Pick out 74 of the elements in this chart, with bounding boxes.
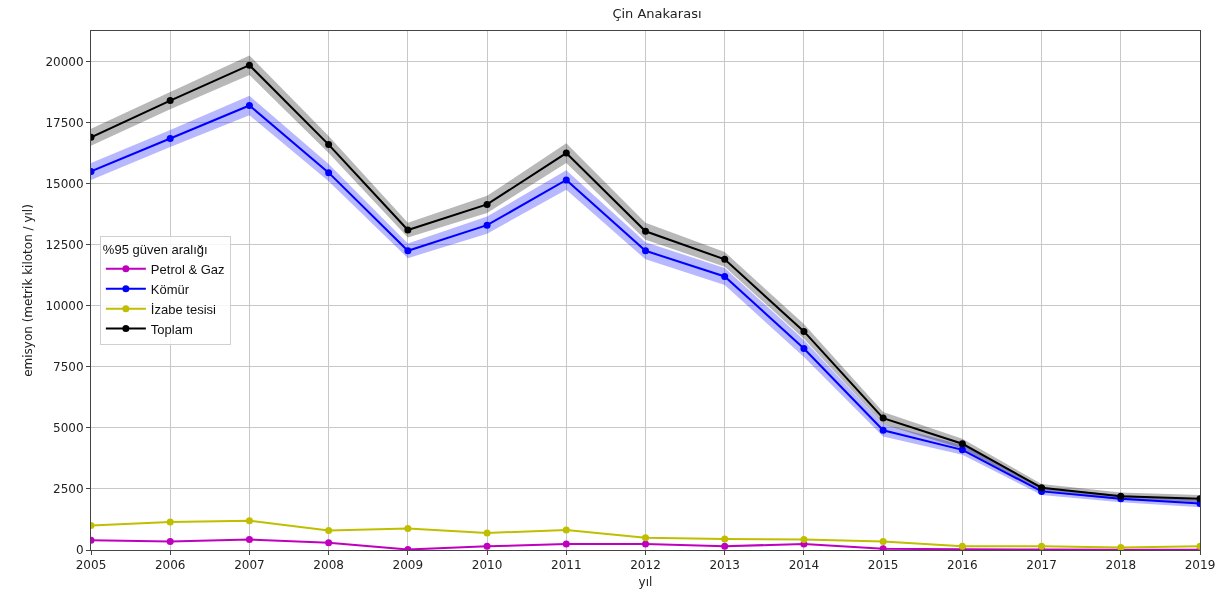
point bbox=[483, 529, 491, 537]
point bbox=[562, 540, 570, 548]
point bbox=[166, 134, 174, 142]
point bbox=[721, 535, 729, 543]
line-series bbox=[91, 536, 1200, 550]
point bbox=[325, 169, 333, 177]
y-tick-label: 2500 bbox=[53, 482, 84, 497]
y-tick-label: 10000 bbox=[45, 298, 84, 313]
point bbox=[483, 200, 491, 208]
chart-title: Çin Anakarası bbox=[612, 6, 702, 22]
x-tick-label: 2008 bbox=[313, 558, 344, 573]
x-tick-label: 2019 bbox=[1184, 558, 1216, 573]
point bbox=[325, 141, 333, 149]
point bbox=[721, 542, 729, 550]
point bbox=[642, 534, 649, 542]
point bbox=[879, 426, 887, 434]
x-tick-label: 2015 bbox=[867, 558, 899, 573]
y-tick-label: 0 bbox=[75, 543, 84, 558]
point bbox=[800, 345, 808, 353]
point bbox=[483, 221, 491, 229]
x-tick-label: 2017 bbox=[1026, 558, 1057, 573]
point bbox=[166, 518, 174, 526]
point bbox=[245, 101, 253, 109]
point bbox=[1038, 542, 1046, 550]
x-tick-label: 2009 bbox=[392, 558, 424, 573]
x-tick-label: 2011 bbox=[551, 558, 582, 573]
legend-label: Kömür bbox=[150, 281, 190, 297]
x-tick-label: 2012 bbox=[630, 558, 661, 573]
point bbox=[404, 226, 412, 234]
point bbox=[166, 97, 174, 105]
x-tick-label: 2016 bbox=[947, 558, 978, 573]
legend-title: %95 güven aralığı bbox=[102, 241, 208, 257]
y-tick-label: 12500 bbox=[45, 237, 84, 252]
x-tick-label: 2007 bbox=[234, 558, 265, 573]
y-tick-label: 20000 bbox=[45, 54, 84, 69]
point bbox=[562, 526, 570, 534]
point bbox=[721, 272, 729, 280]
point bbox=[483, 542, 491, 550]
legend-label: Petrol & Gaz bbox=[150, 261, 225, 277]
point bbox=[800, 327, 808, 335]
y-tick-label: 5000 bbox=[53, 421, 84, 436]
point bbox=[958, 440, 966, 448]
point bbox=[642, 247, 649, 255]
point bbox=[404, 525, 412, 533]
x-axis-title: yıl bbox=[638, 575, 653, 590]
point bbox=[642, 227, 649, 235]
y-tick-label: 17500 bbox=[45, 115, 84, 130]
legend-label: İzabe tesisi bbox=[150, 301, 217, 317]
x-tick-label: 2006 bbox=[154, 558, 186, 573]
point bbox=[642, 540, 649, 548]
line-series bbox=[91, 517, 1200, 550]
point bbox=[245, 536, 253, 543]
x-tick-label: 2014 bbox=[788, 558, 820, 573]
point bbox=[325, 539, 333, 547]
x-tick-label: 2013 bbox=[709, 558, 740, 573]
x-tick-label: 2018 bbox=[1105, 558, 1137, 573]
point bbox=[800, 536, 808, 543]
point bbox=[879, 414, 887, 422]
point bbox=[245, 61, 253, 69]
point bbox=[325, 526, 333, 534]
point bbox=[245, 517, 253, 525]
point bbox=[166, 537, 174, 545]
point bbox=[721, 255, 729, 263]
y-axis-title: emisyon (metrik kiloton / yıl) bbox=[20, 204, 35, 377]
point bbox=[562, 149, 570, 157]
y-tick-label: 7500 bbox=[53, 360, 84, 375]
point bbox=[404, 247, 412, 255]
point bbox=[562, 176, 570, 184]
x-tick-label: 2005 bbox=[75, 558, 107, 573]
legend-label: Toplam bbox=[150, 321, 193, 337]
point bbox=[958, 446, 966, 454]
point bbox=[879, 537, 887, 545]
x-tick-label: 2010 bbox=[471, 558, 503, 573]
y-tick-label: 15000 bbox=[45, 176, 84, 191]
